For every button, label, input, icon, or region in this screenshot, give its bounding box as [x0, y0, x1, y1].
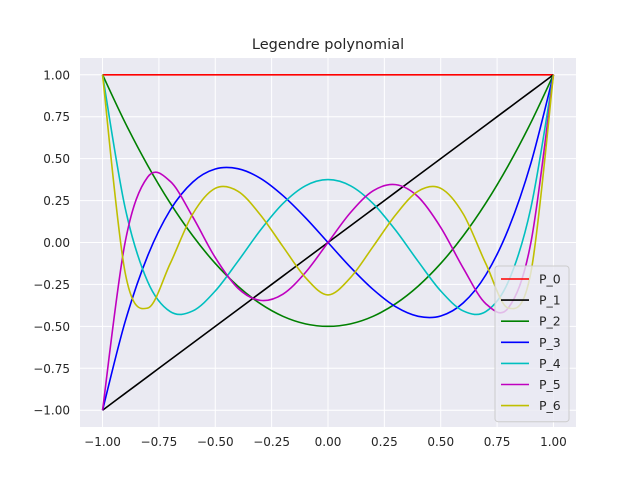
- series-line-p-4: [101, 74, 555, 316]
- x-tick-label: −0.75: [141, 435, 178, 449]
- y-tick-label: −0.75: [33, 362, 70, 376]
- series-line-p-5: [101, 74, 555, 411]
- legend-box: [494, 265, 570, 423]
- legend-label: P_4: [539, 356, 561, 371]
- x-tick-label: −0.50: [197, 435, 234, 449]
- y-tick-label: −0.25: [33, 278, 70, 292]
- y-tick-label: 0.25: [43, 194, 70, 208]
- legend-label: P_2: [539, 314, 561, 329]
- series-lines: [101, 73, 555, 411]
- legend-label: P_6: [539, 398, 561, 413]
- x-axis-ticks: −1.00 −0.75 −0.50 −0.25 0.00 0.25 0.50 0.75 1.00: [84, 435, 567, 449]
- legend-label: P_0: [539, 272, 561, 287]
- y-tick-label: 1.00: [43, 68, 70, 82]
- legend: P_0 P_1 P_2 P_3 P_4 P_5 P_6: [494, 265, 570, 423]
- y-tick-label: 0.75: [43, 110, 70, 124]
- series-line-p-6: [101, 74, 555, 310]
- x-tick-label: 1.00: [540, 435, 567, 449]
- y-tick-label: −1.00: [33, 404, 70, 418]
- y-tick-label: 0.50: [43, 152, 70, 166]
- series-line-p-2: [101, 74, 555, 328]
- legend-label: P_1: [539, 293, 561, 308]
- y-axis-ticks: −1.00 −0.75 −0.50 −0.25 0.00 0.25 0.50 0.75 1.00: [33, 68, 70, 417]
- x-tick-label: 0.50: [427, 435, 454, 449]
- y-tick-label: 0.00: [43, 236, 70, 250]
- legend-label: P_3: [539, 335, 561, 350]
- x-tick-label: −0.25: [253, 435, 290, 449]
- y-tick-label: −0.50: [33, 320, 70, 334]
- x-tick-label: 0.75: [484, 435, 511, 449]
- x-tick-label: 0.25: [371, 435, 398, 449]
- x-tick-label: 0.00: [315, 435, 342, 449]
- legend-label: P_5: [539, 377, 561, 392]
- x-tick-label: −1.00: [84, 435, 121, 449]
- chart-title: Legendre polynomial: [252, 37, 404, 53]
